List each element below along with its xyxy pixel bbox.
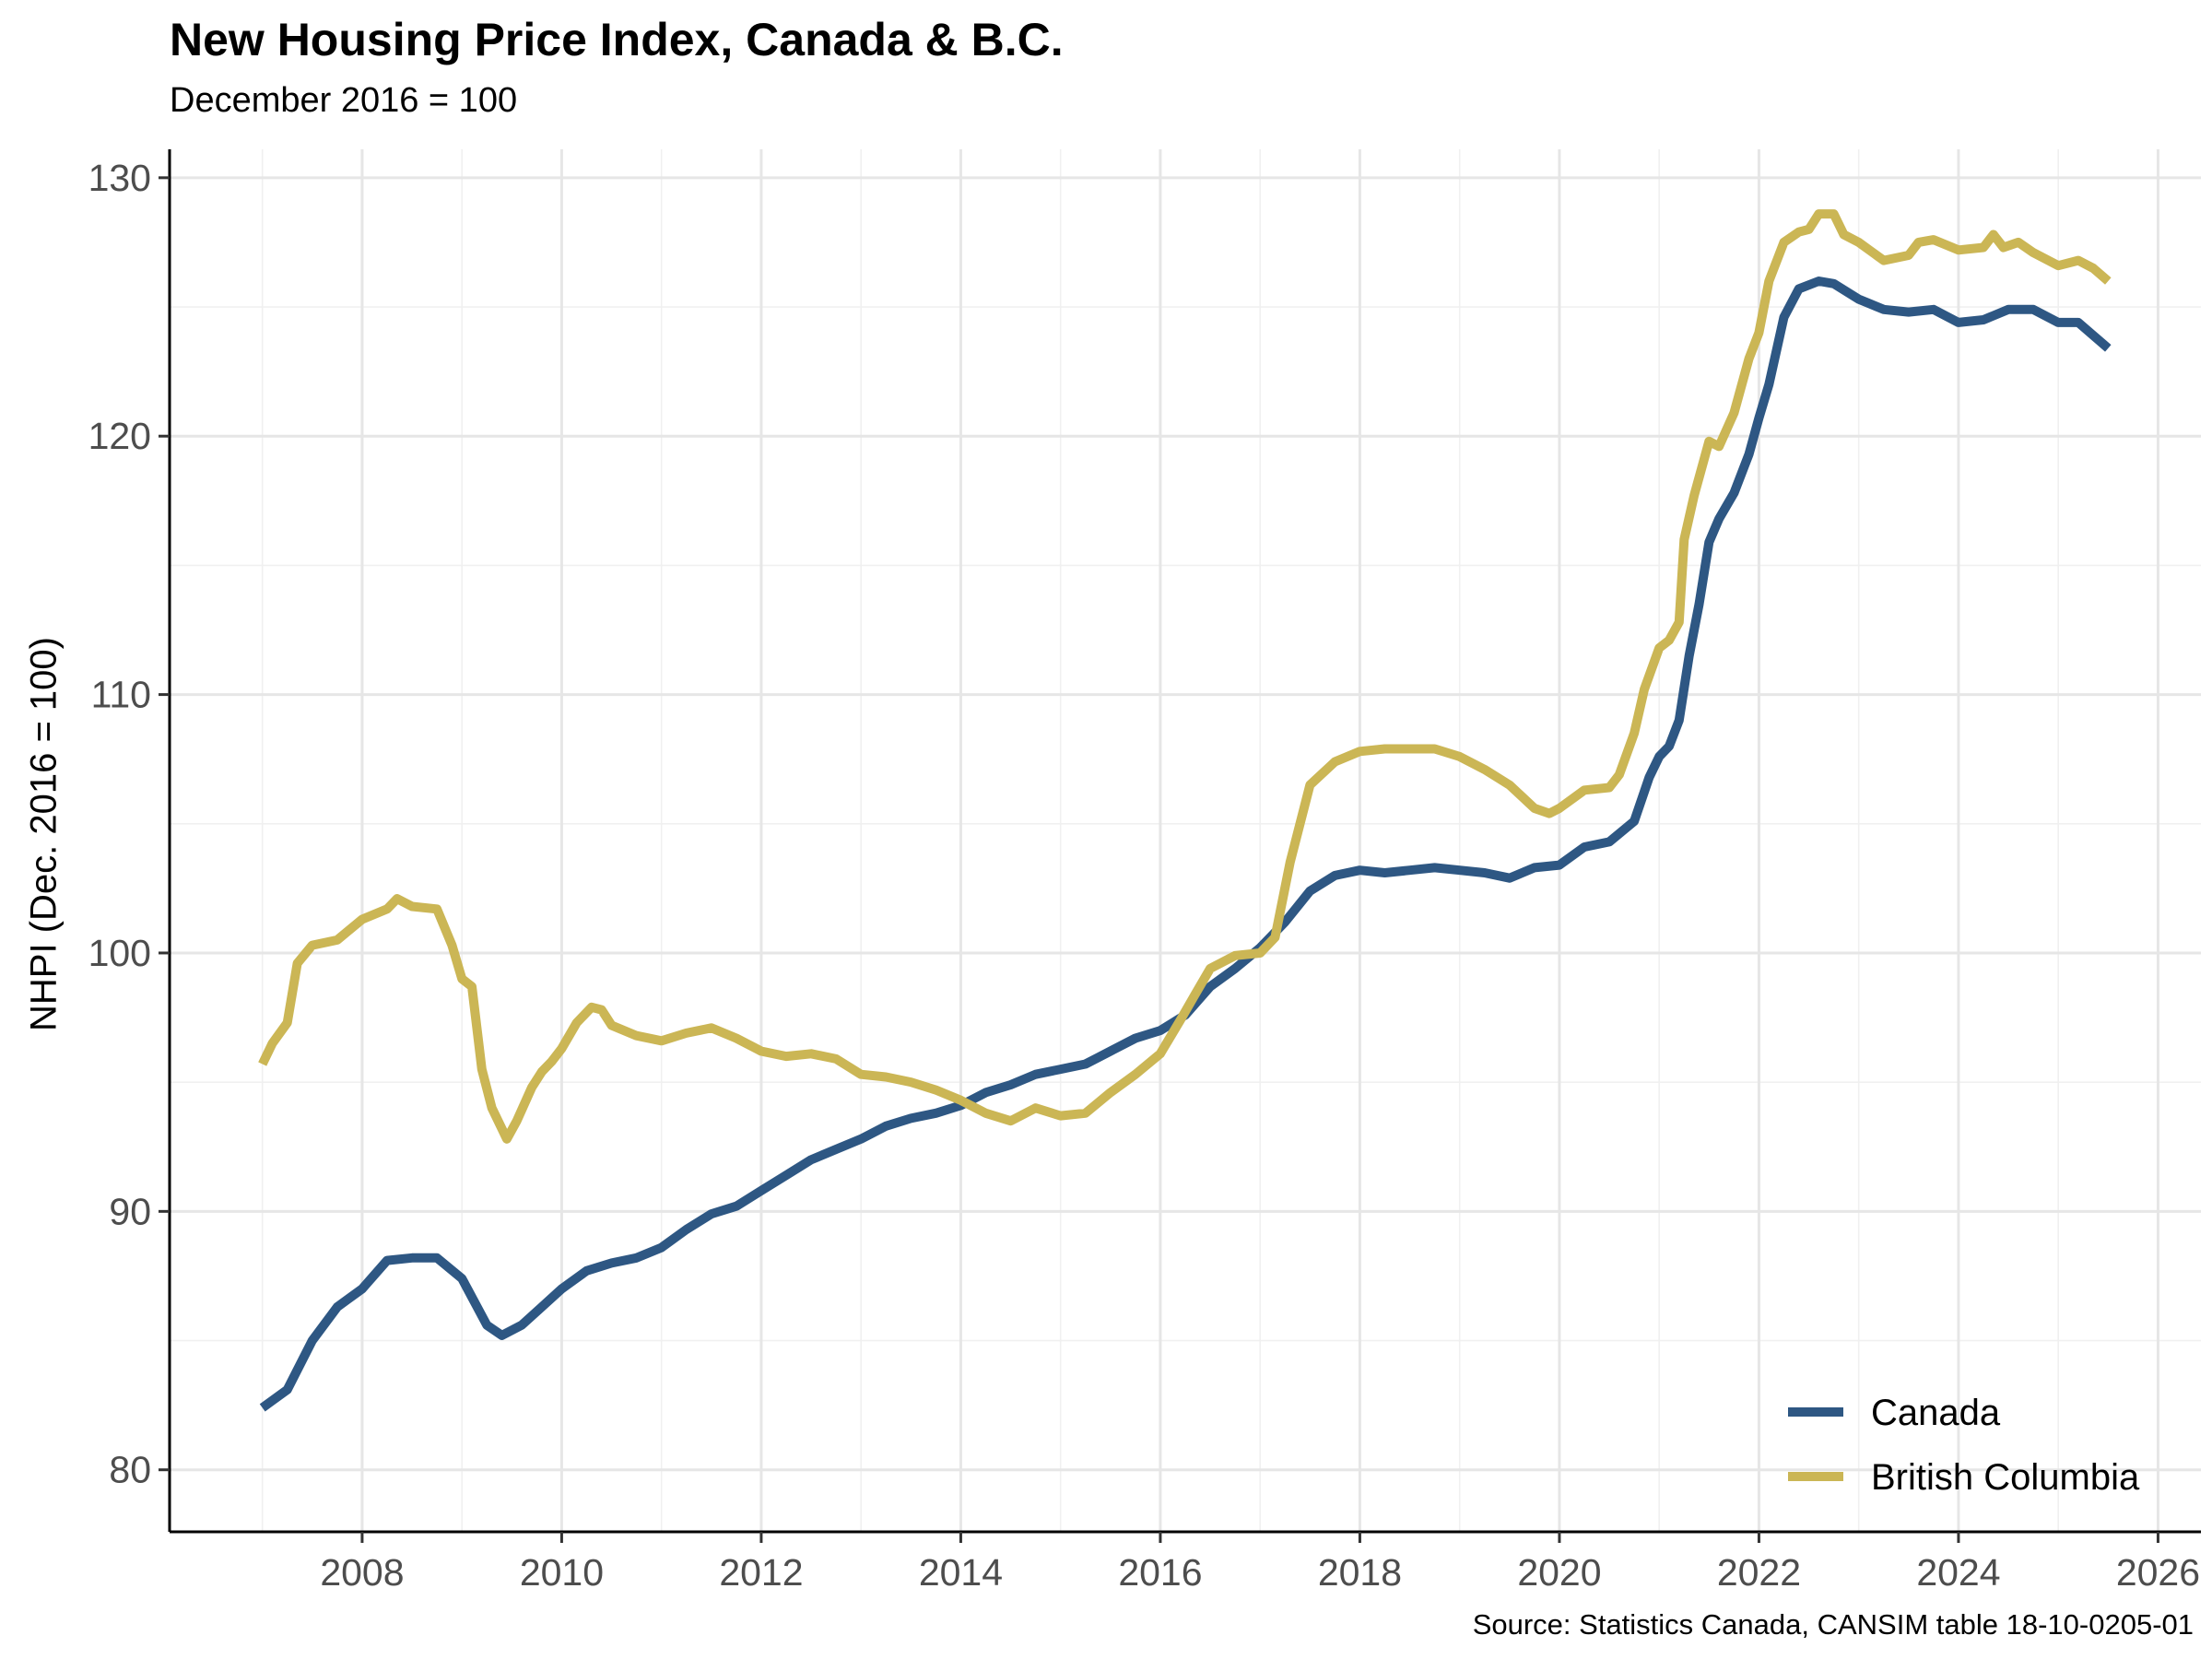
x-tick-label: 2010	[520, 1551, 604, 1594]
x-tick-label: 2012	[719, 1551, 803, 1594]
series-lines	[258, 209, 2112, 1412]
x-tick-label: 2020	[1517, 1551, 1601, 1594]
legend-label-canada: Canada	[1871, 1393, 2001, 1433]
x-tick-label: 2008	[320, 1551, 404, 1594]
x-tick-label: 2014	[919, 1551, 1003, 1594]
x-axis-ticks: 2008 2010 2012 2014 2016 2018 2020 2022 2024 2026	[320, 1532, 2200, 1594]
minor-gridlines	[170, 149, 2201, 1532]
chart-subtitle: December 2016 = 100	[170, 81, 518, 120]
major-gridlines	[170, 149, 2201, 1532]
source-caption: Source: Statistics Canada, CANSIM table …	[1472, 1608, 2194, 1641]
x-tick-label: 2016	[1118, 1551, 1202, 1594]
axes	[168, 149, 2201, 1534]
legend-label-british-columbia: British Columbia	[1871, 1457, 2140, 1498]
chart-title: New Housing Price Index, Canada & B.C.	[170, 14, 1064, 65]
series-line-canada	[259, 276, 2112, 1412]
y-tick-label: 100	[88, 932, 151, 974]
y-tick-label: 120	[88, 415, 151, 457]
y-tick-label: 130	[88, 157, 151, 199]
x-tick-label: 2018	[1318, 1551, 1402, 1594]
y-tick-label: 80	[109, 1449, 151, 1491]
x-tick-label: 2024	[1916, 1551, 2000, 1594]
y-axis-ticks: 80 90 100 110 120 130	[88, 157, 170, 1491]
legend: Canada British Columbia	[1788, 1393, 2140, 1498]
y-tick-label: 90	[109, 1190, 151, 1232]
y-tick-label: 110	[91, 674, 151, 716]
series-line-british-columbia	[258, 209, 2112, 1144]
x-tick-label: 2022	[1717, 1551, 1801, 1594]
x-tick-label: 2026	[2116, 1551, 2200, 1594]
